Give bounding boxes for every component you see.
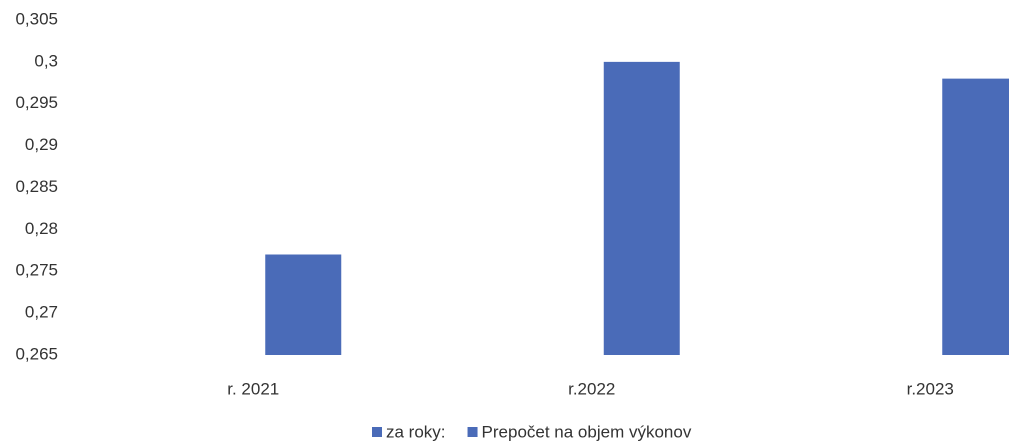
legend-label: za roky:: [386, 422, 446, 441]
legend-swatch: [467, 427, 478, 437]
legend-swatch: [372, 427, 382, 437]
y-tick-label: 0,265: [15, 344, 58, 363]
y-tick-label: 0,29: [25, 135, 58, 154]
y-tick-label: 0,285: [15, 177, 58, 196]
legend-label: Prepočet na objem výkonov: [482, 422, 692, 441]
bar: [603, 61, 680, 355]
bar: [942, 78, 1009, 355]
y-tick-label: 0,28: [25, 219, 58, 238]
bar: [265, 254, 342, 355]
y-tick-label: 0,3: [34, 51, 58, 70]
x-tick-label: r. 2021: [227, 379, 279, 398]
y-tick-label: 0,27: [25, 303, 58, 322]
x-tick-label: r.2022: [568, 379, 615, 398]
y-tick-label: 0,305: [15, 9, 58, 28]
y-tick-label: 0,275: [15, 261, 58, 280]
y-tick-label: 0,295: [15, 93, 58, 112]
x-tick-label: r.2023: [907, 379, 954, 398]
